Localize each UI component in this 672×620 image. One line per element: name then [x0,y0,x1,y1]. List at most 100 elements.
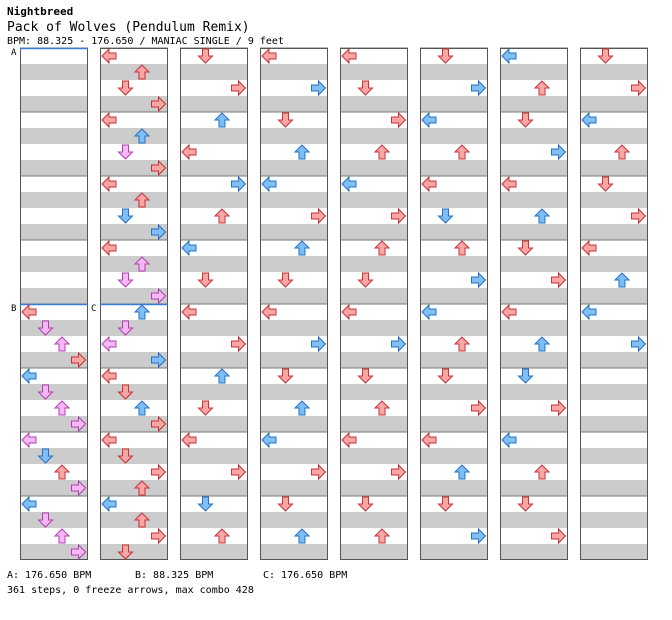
beat-stripe [260,96,328,112]
chart-column-frame [260,48,328,560]
arrow-right [551,527,567,545]
beat-stripe [420,240,488,256]
song-title: Pack of Wolves (Pendulum Remix) [7,20,250,35]
beat-stripe [260,368,328,384]
beat-stripe [420,272,488,288]
beat-stripe [100,352,168,368]
beat-stripe [100,384,168,400]
beat-stripe [580,464,648,480]
beat-stripe [340,336,408,352]
beat-stripe [260,208,328,224]
arrow-right [231,175,247,193]
beat-stripe [20,352,88,368]
beat-stripe [180,48,248,64]
beat-stripe [260,160,328,176]
arrow-up [373,144,391,160]
beat-stripe [500,352,568,368]
beat-stripe [340,128,408,144]
beat-stripe [100,208,168,224]
arrow-down [437,368,454,384]
beat-stripe [420,336,488,352]
beat-stripe [420,80,488,96]
beat-stripe [580,160,648,176]
beat-stripe [20,224,88,240]
beat-stripe [180,224,248,240]
beat-stripe [500,272,568,288]
arrow-up [453,144,471,160]
arrow-right [391,111,407,129]
arrow-right [551,399,567,417]
arrow-left [261,47,277,65]
arrow-left [421,431,437,449]
beat-stripe [260,128,328,144]
beat-stripe [580,192,648,208]
beat-stripe [340,368,408,384]
beat-stripe [420,416,488,432]
beat-stripe [20,432,88,448]
beat-stripe [340,304,408,320]
beat-stripe [420,192,488,208]
beat-stripe [260,304,328,320]
arrow-left [181,143,197,161]
beat-stripe [420,352,488,368]
beat-stripe [580,448,648,464]
beat-stripe [180,384,248,400]
arrow-up [293,144,311,160]
beat-stripe [260,240,328,256]
beat-stripe [580,224,648,240]
beat-stripe [580,112,648,128]
arrow-down [277,112,294,128]
artist-name: Nightbreed [7,5,74,18]
beat-stripe [180,320,248,336]
legend-bpm-c: C: 176.650 BPM [263,570,348,581]
beat-stripe [420,464,488,480]
beat-stripe [500,208,568,224]
beat-stripe [100,128,168,144]
arrow-down [277,496,294,512]
beat-stripe [260,432,328,448]
arrow-left [261,175,277,193]
arrow-left [501,175,517,193]
beat-stripe [420,112,488,128]
beat-stripe [100,496,168,512]
arrow-down [37,384,54,400]
arrow-up [293,528,311,544]
beat-stripe [420,224,488,240]
arrow-down [597,176,614,192]
beat-stripe [180,192,248,208]
beat-stripe [100,368,168,384]
arrow-up [373,528,391,544]
beat-stripe [20,128,88,144]
arrow-down [37,320,54,336]
beat-stripe [340,208,408,224]
arrow-left [21,303,37,321]
beat-stripe [500,544,568,560]
chart-column-frame [340,48,408,560]
beat-stripe [180,288,248,304]
beat-stripe [180,432,248,448]
chart-column-frame [580,48,648,560]
beat-stripe [420,480,488,496]
beat-stripe [260,464,328,480]
beat-stripe [340,496,408,512]
beat-stripe [420,208,488,224]
beat-stripe [180,240,248,256]
arrow-left [421,175,437,193]
beat-stripe [420,432,488,448]
beat-stripe [500,80,568,96]
beat-stripe [260,544,328,560]
beat-stripe [580,528,648,544]
beat-stripe [420,256,488,272]
beat-stripe [20,80,88,96]
beat-stripe [500,320,568,336]
beat-stripe [500,368,568,384]
beat-stripe [180,304,248,320]
beat-stripe [20,272,88,288]
beat-stripe [340,384,408,400]
beat-stripe [420,528,488,544]
beat-stripe [180,416,248,432]
arrow-left [101,47,117,65]
arrow-up [453,336,471,352]
beat-stripe [340,240,408,256]
beat-stripe [20,64,88,80]
